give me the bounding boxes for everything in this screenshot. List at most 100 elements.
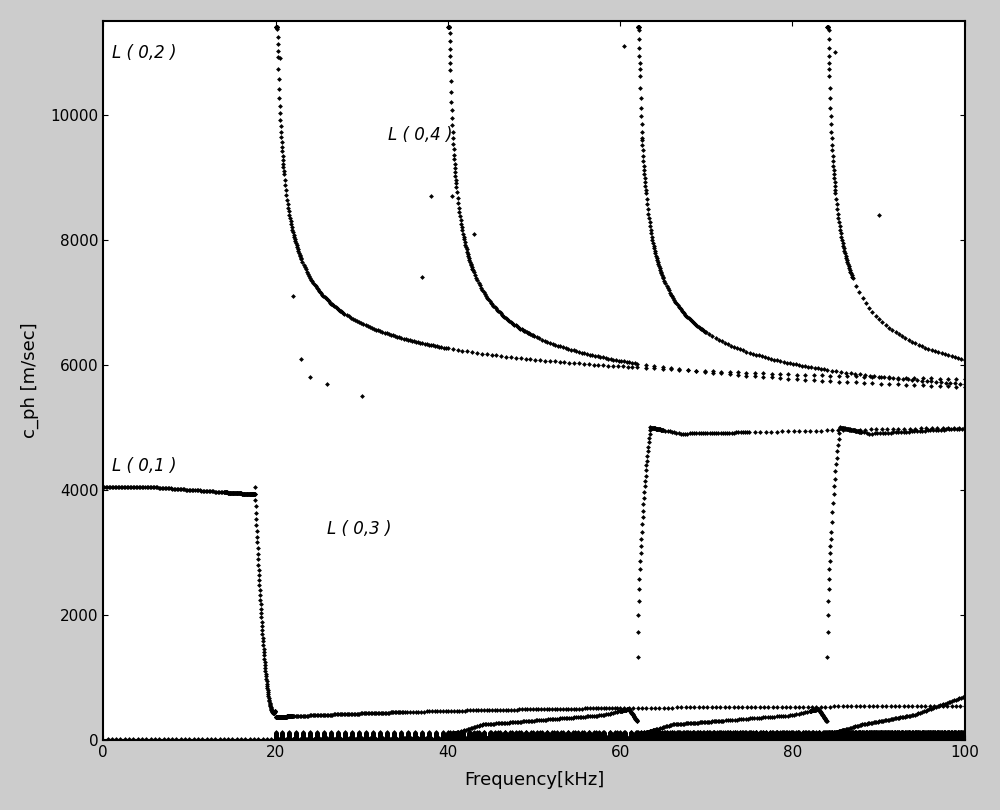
Point [904,727,920,740]
Point [797,373,813,386]
Point [765,731,781,744]
Point [876,728,892,741]
Point [549,733,565,746]
Point [435,732,451,745]
Point [884,727,900,740]
Point [252,593,268,606]
Point [957,732,973,745]
Point [358,726,374,739]
Point [712,731,728,744]
Point [643,731,659,744]
Point [281,731,297,744]
Point [698,326,714,339]
Point [729,727,745,740]
Point [323,733,339,746]
Point [841,727,857,740]
Point [925,732,941,745]
Point [890,731,906,744]
Point [659,733,675,746]
Point [455,729,471,742]
Point [901,727,917,740]
Point [852,733,868,746]
Point [643,727,659,740]
Point [905,727,921,740]
Point [636,732,652,745]
Point [762,726,778,739]
Point [539,730,555,743]
Point [834,732,850,745]
Point [516,324,532,337]
Point [636,733,652,746]
Point [910,729,926,742]
Point [283,710,299,723]
Point [901,732,917,745]
Point [612,733,628,746]
Point [790,731,806,744]
Point [428,732,444,745]
Point [855,728,871,741]
Point [633,731,649,744]
Point [544,730,560,743]
Point [539,731,555,744]
Point [623,731,639,744]
Point [853,731,869,744]
Point [373,706,389,719]
Point [884,727,900,740]
Point [884,729,900,742]
Point [727,729,743,742]
Point [950,729,966,742]
Point [553,731,569,744]
Point [755,732,771,745]
Point [268,730,284,743]
Point [930,731,946,744]
Point [914,730,930,743]
Point [791,727,807,740]
Point [865,730,881,743]
Point [873,730,889,743]
Point [910,727,926,740]
Point [908,733,924,746]
Point [932,730,948,743]
Point [664,727,680,740]
Point [560,343,576,356]
Point [881,729,897,742]
Point [674,731,690,744]
Point [720,731,736,744]
Point [633,728,649,741]
Point [894,730,910,743]
Point [939,732,955,745]
Point [927,730,943,743]
Point [873,727,889,740]
Point [529,730,545,743]
Point [699,730,715,743]
Point [102,480,118,493]
Point [911,733,927,746]
Point [656,731,672,744]
Point [830,727,846,740]
Point [859,730,875,743]
Point [805,732,821,745]
Point [946,729,962,742]
Point [895,733,911,746]
Point [946,726,962,739]
Point [951,730,967,743]
Point [772,731,788,744]
Point [537,335,553,347]
Point [859,727,875,740]
Point [474,732,490,745]
Point [685,726,701,739]
Point [821,731,837,744]
Point [146,481,162,494]
Point [671,727,687,740]
Point [435,727,451,740]
Point [837,247,853,260]
Point [628,728,644,741]
Point [848,727,864,740]
Point [720,731,736,744]
Point [669,733,685,746]
Point [841,262,857,275]
Point [838,731,854,744]
Point [783,733,799,746]
Point [662,727,678,740]
Point [696,729,712,742]
